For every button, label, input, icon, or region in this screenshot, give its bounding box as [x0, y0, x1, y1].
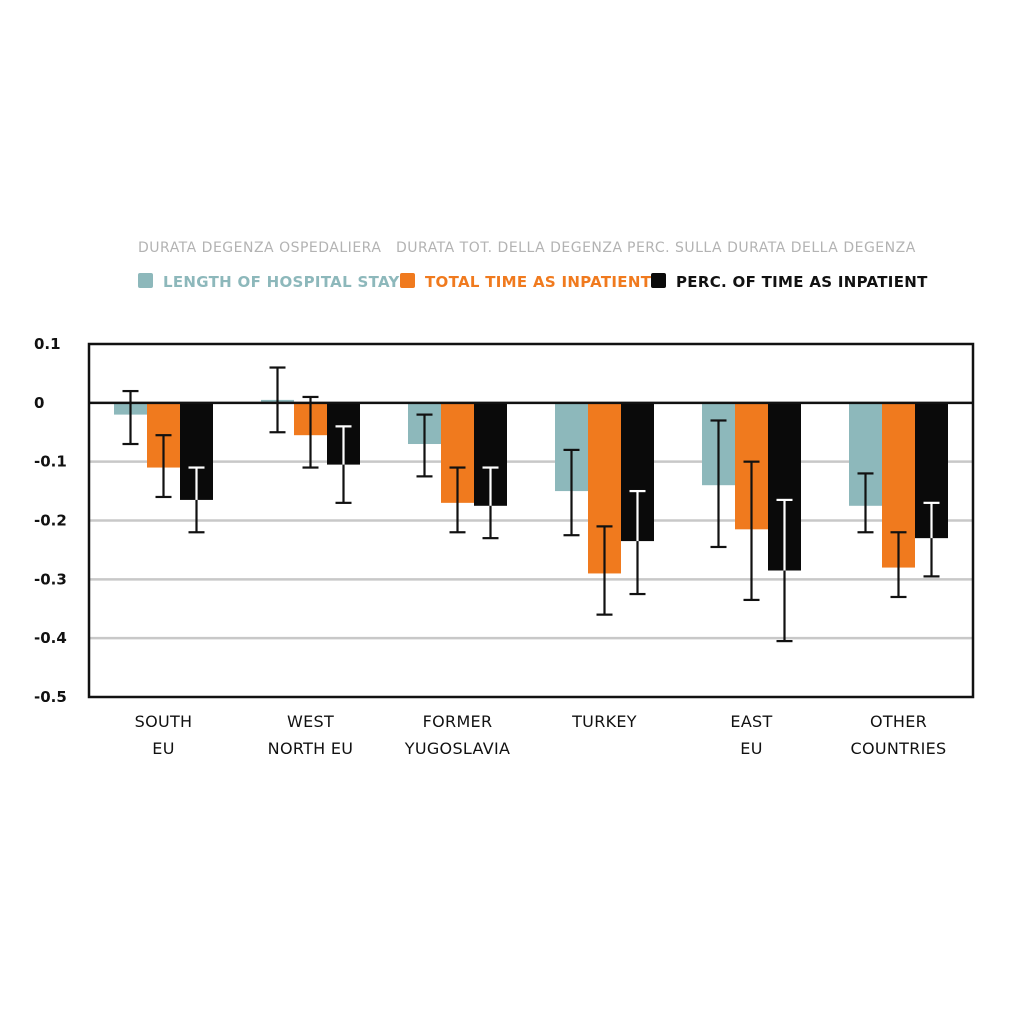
legend: LENGTH OF HOSPITAL STAY TOTAL TIME AS INP… — [138, 273, 928, 291]
y-tick-label: 0.1 — [34, 335, 61, 353]
y-tick-label: -0.3 — [34, 570, 67, 588]
x-category-label: EAST EU — [730, 712, 772, 758]
y-tick-label: -0.1 — [34, 453, 67, 471]
x-category-label: SOUTH EU — [135, 712, 193, 758]
gridlines — [89, 460, 973, 640]
legend-label: LENGTH OF HOSPITAL STAY — [163, 273, 400, 291]
x-category-label: OTHER COUNTRIES — [850, 712, 946, 758]
y-tick-label: -0.5 — [34, 688, 67, 706]
x-category-label: TURKEY — [571, 712, 637, 731]
x-axis-categories: SOUTH EU WEST NORTH EU FORMER YUGOSLAVIA TURKE… — [135, 712, 947, 758]
legend-swatch — [400, 273, 415, 288]
legend-italian: DURATA DEGENZA OSPEDALIERA DURATA TOT. DE… — [138, 240, 916, 256]
legend-italian-label: DURATA TOT. DELLA DEGENZA — [396, 240, 623, 256]
legend-label: TOTAL TIME AS INPATIENT — [425, 273, 652, 291]
legend-label: PERC. OF TIME AS INPATIENT — [676, 273, 928, 291]
legend-italian-label: PERC. SULLA DURATA DELLA DEGENZA — [627, 240, 916, 256]
legend-swatch — [138, 273, 153, 288]
y-tick-label: -0.4 — [34, 629, 67, 647]
y-tick-label: 0 — [34, 394, 44, 412]
legend-swatch — [651, 273, 666, 288]
x-category-label: WEST NORTH EU — [268, 712, 354, 758]
x-category-label: FORMER YUGOSLAVIA — [404, 712, 510, 758]
y-tick-label: -0.2 — [34, 512, 67, 530]
bars — [114, 399, 948, 574]
y-axis-ticks: 0.1 0 -0.1 -0.2 -0.3 -0.4 -0.5 — [34, 335, 67, 706]
plot-frame — [87, 342, 975, 699]
legend-italian-label: DURATA DEGENZA OSPEDALIERA — [138, 240, 381, 256]
error-bars — [122, 366, 940, 643]
